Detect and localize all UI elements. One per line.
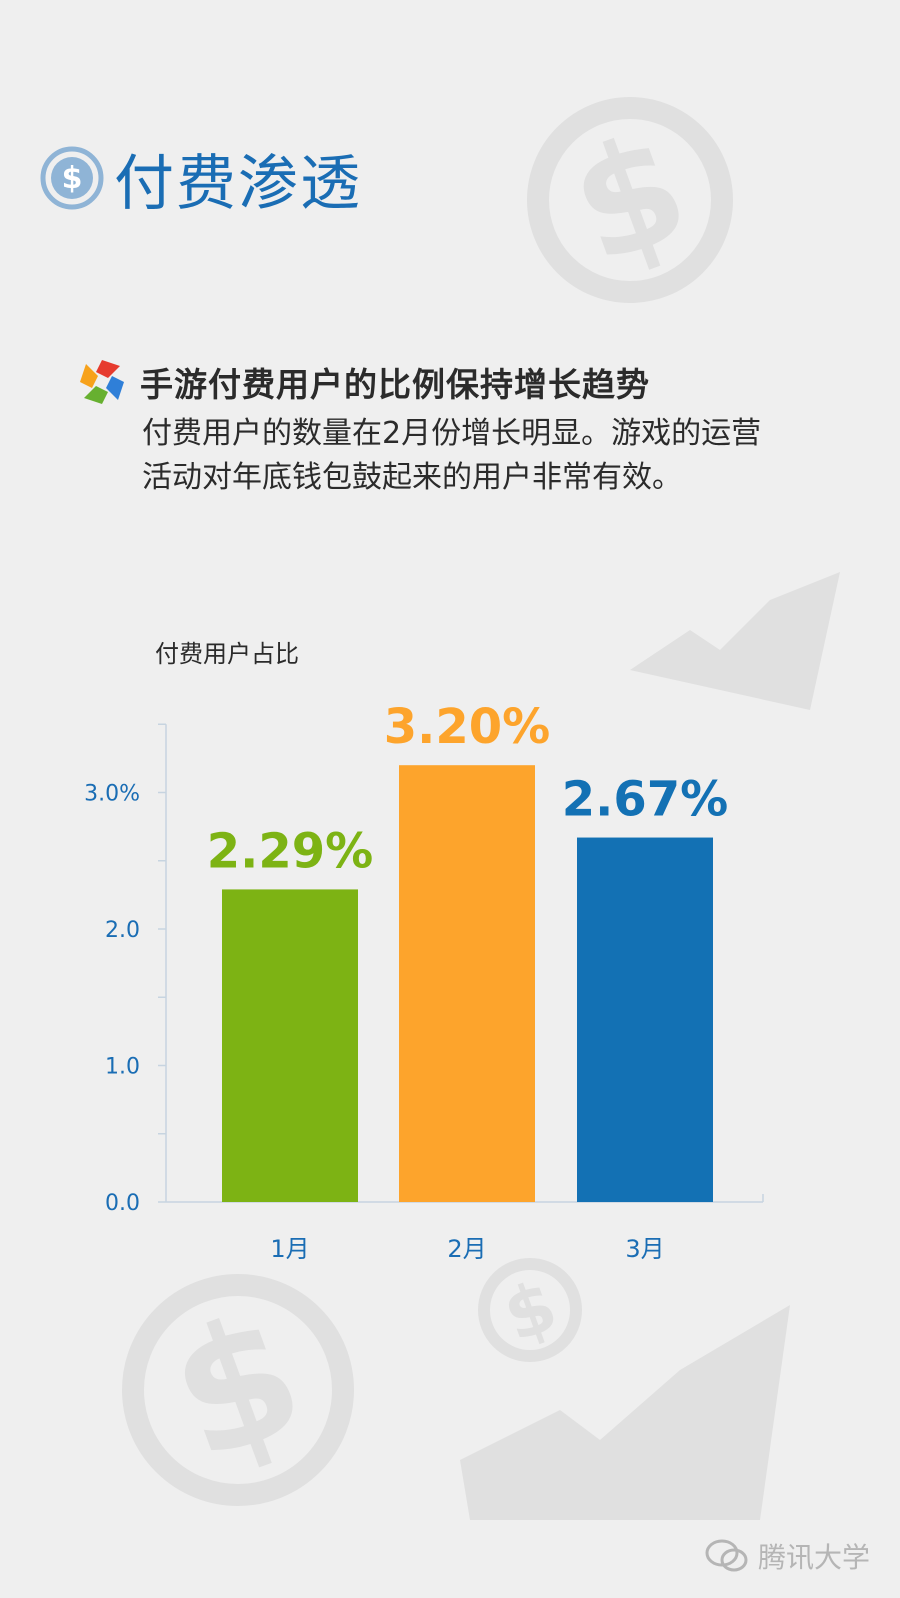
x-tick-label: 1月 [270, 1235, 309, 1263]
bar-3 [577, 837, 713, 1202]
y-tick-label: 2.0 [105, 918, 140, 943]
svg-text:$: $ [62, 161, 83, 196]
section-block: 手游付费用户的比例保持增长趋势 付费用户的数量在2月份增长明显。游戏的运营活动对… [76, 356, 816, 500]
x-tick-label: 3月 [625, 1235, 664, 1263]
bg-dollar-circle-top [527, 97, 733, 303]
footer-brand: 腾讯大学 [704, 1536, 870, 1576]
chart-title: 付费用户占比 [155, 640, 299, 668]
bar-2 [399, 765, 535, 1202]
section-description: 付费用户的数量在2月份增长明显。游戏的运营活动对年底钱包鼓起来的用户非常有效。 [142, 416, 762, 495]
footer-brand-text: 腾讯大学 [757, 1541, 870, 1574]
section-subtitle: 手游付费用户的比例保持增长趋势 [140, 365, 650, 404]
page-header: $ 付费渗透 [40, 128, 362, 228]
pinwheel-logo-icon [80, 360, 124, 404]
bg-dollar-circle-bottom-left [122, 1274, 354, 1506]
bar-value-label: 3.20% [384, 699, 551, 755]
page-title: 付费渗透 [114, 148, 362, 219]
bg-trend-shape-bottom [460, 1305, 790, 1520]
bar-value-label: 2.29% [207, 823, 374, 879]
dollar-circle-icon: $ [40, 146, 104, 210]
bg-dollar-circle-small [478, 1258, 582, 1362]
bg-trend-shape-top [630, 572, 840, 710]
bar-value-label: 2.67% [562, 772, 729, 828]
bar-1 [222, 889, 358, 1202]
y-tick-label: 3.0% [84, 782, 140, 807]
y-tick-label: 0.0 [105, 1191, 140, 1216]
x-tick-label: 2月 [447, 1235, 486, 1263]
y-tick-label: 1.0 [105, 1055, 140, 1080]
wechat-icon [705, 1539, 748, 1572]
